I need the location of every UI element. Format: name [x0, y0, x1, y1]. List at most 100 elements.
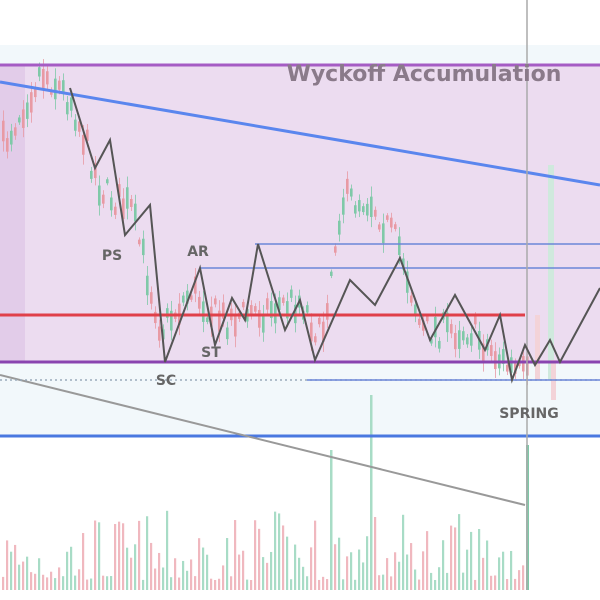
volume-bar [250, 579, 253, 590]
candle [286, 301, 289, 319]
volume-bar [98, 522, 101, 590]
wyckoff-path [69, 87, 600, 384]
volume-bar [462, 572, 465, 590]
candle [430, 338, 433, 344]
volume-bar [166, 510, 169, 590]
volume-bar [14, 544, 17, 590]
volume-bar [18, 564, 21, 590]
volume-bar [242, 550, 245, 590]
candle [106, 179, 109, 184]
volume-bar [94, 520, 97, 590]
candle [254, 306, 257, 312]
volume-bar [370, 395, 373, 590]
volume-bar [110, 576, 113, 590]
volume-bar [198, 538, 201, 590]
volume-bar [498, 557, 501, 590]
candle [134, 203, 137, 222]
volume-bar [170, 577, 173, 590]
volume-bar [302, 566, 305, 590]
candle [474, 316, 477, 325]
volume-bar [410, 543, 413, 590]
volume-bar [54, 578, 57, 590]
volume-bar [354, 579, 357, 590]
candle [34, 87, 37, 98]
volume-bar [222, 565, 225, 590]
volume-bar [218, 578, 221, 590]
volume-bar [466, 549, 469, 590]
candle [306, 305, 309, 313]
label: AR [187, 244, 209, 260]
volume-bar [470, 531, 473, 590]
volume-bar [186, 570, 189, 590]
candle [102, 194, 105, 204]
candle [334, 246, 337, 253]
volume-bar [442, 540, 445, 590]
candle [374, 209, 377, 217]
candle [326, 303, 329, 320]
volume-bar [178, 577, 181, 590]
lower-trend-line [0, 374, 526, 506]
candle [46, 71, 49, 85]
volume-bar [502, 551, 505, 590]
candle [510, 357, 513, 373]
candle [98, 185, 101, 206]
volume-bar [514, 578, 517, 590]
candle [58, 80, 61, 90]
volume-bar [314, 520, 317, 590]
volume-bar [206, 554, 209, 590]
candle [422, 320, 425, 331]
candle [182, 295, 185, 303]
volume-bar [46, 577, 49, 590]
candle [42, 68, 45, 89]
volume-bar [386, 558, 389, 590]
volume-bar [330, 450, 333, 590]
candle [414, 304, 417, 317]
volume-bar [258, 528, 261, 590]
candle [30, 92, 33, 113]
volume-bar [246, 579, 249, 590]
volume-bar [106, 576, 109, 590]
candle [318, 317, 321, 325]
candle [202, 301, 205, 322]
title: Wyckoff Accumulation [287, 62, 562, 87]
volume-bar [102, 575, 105, 590]
volume-bar [82, 533, 85, 590]
candle [194, 276, 197, 294]
volume-bar [286, 536, 289, 590]
candle [214, 298, 217, 305]
volume-bar [366, 536, 369, 590]
volume-bar [398, 561, 401, 590]
volume-bar [42, 574, 45, 590]
volume-bar [30, 572, 33, 590]
volume-bar [210, 578, 213, 590]
candle [548, 165, 554, 380]
candle [426, 316, 429, 322]
volume-bar [134, 544, 137, 590]
candle [518, 361, 521, 367]
volume-bar [282, 525, 285, 590]
candle [282, 297, 285, 303]
volume-bar [446, 572, 449, 590]
volume-bar [50, 571, 53, 590]
candle [406, 271, 409, 293]
candle [354, 205, 357, 214]
volume-bar [226, 538, 229, 590]
candle [438, 340, 441, 349]
volume-bar [434, 579, 437, 590]
volume-bar [154, 568, 157, 590]
candle [394, 224, 397, 230]
volume-bar [146, 516, 149, 590]
volume-bar [298, 557, 301, 590]
volume-bar [262, 557, 265, 590]
candle [110, 197, 113, 211]
candle [6, 138, 9, 152]
volume-bar [38, 558, 41, 590]
candle [366, 203, 369, 216]
volume-bar [202, 547, 205, 590]
volume-bar [450, 525, 453, 590]
volume-bar [122, 523, 125, 590]
candle [242, 301, 245, 308]
candle [86, 129, 89, 141]
volume-bar [306, 576, 309, 590]
